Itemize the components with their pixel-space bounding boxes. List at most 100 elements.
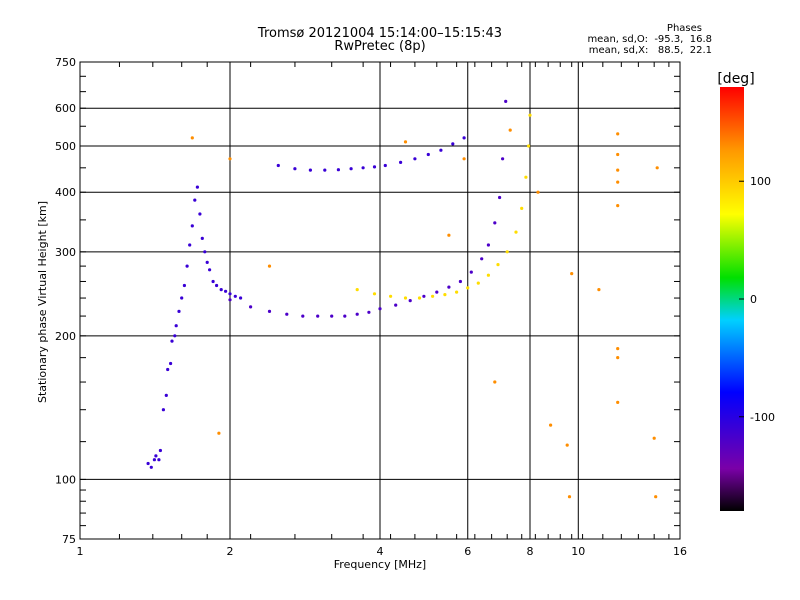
data-point (293, 167, 297, 171)
data-point (413, 157, 417, 161)
data-point (205, 260, 209, 264)
data-point (426, 152, 430, 157)
data-point (215, 283, 219, 288)
data-point (149, 465, 153, 469)
data-point (565, 443, 569, 447)
data-point (228, 157, 232, 161)
data-point (389, 294, 393, 298)
chart-subtitle: RwPretec (8p) (334, 39, 426, 54)
data-point (616, 356, 620, 360)
data-point (616, 132, 620, 136)
data-point (372, 165, 377, 169)
data-point (508, 128, 512, 132)
data-point (469, 270, 473, 274)
data-point (169, 361, 173, 366)
data-point (195, 185, 199, 189)
data-point (549, 423, 553, 427)
data-point (316, 314, 320, 318)
data-point (173, 334, 177, 338)
data-point (239, 296, 243, 300)
data-point (655, 166, 659, 170)
x-tick-label: 6 (464, 545, 471, 558)
data-point (435, 290, 439, 294)
data-point (146, 461, 150, 466)
chart-title: Tromsø 20121004 15:14:00–15:15:43 (257, 26, 503, 41)
data-point (170, 339, 174, 343)
colorbar-ticks: 100 0 -100 (739, 175, 775, 424)
data-point (439, 148, 443, 152)
data-point (367, 310, 371, 314)
data-point (208, 268, 212, 272)
colorbar-tick-label: 0 (750, 293, 757, 306)
data-point (193, 198, 197, 202)
y-tick-label: 600 (55, 102, 76, 115)
data-point (462, 157, 466, 161)
data-point (616, 347, 620, 351)
phase-stats-o: mean, sd,O: -95.3, 16.8 (587, 34, 712, 45)
data-point (616, 152, 620, 157)
data-point (372, 292, 377, 296)
data-point (228, 292, 232, 296)
data-point (505, 250, 509, 254)
data-point (493, 380, 497, 384)
data-point (355, 312, 359, 316)
data-point (447, 285, 451, 289)
data-point (466, 286, 470, 290)
data-point (403, 140, 408, 144)
data-point (480, 257, 484, 261)
data-point (228, 298, 232, 302)
x-tick-label: 2 (227, 545, 234, 558)
data-point (190, 136, 194, 140)
data-point (154, 454, 158, 458)
data-point (188, 243, 192, 247)
data-point (166, 367, 170, 372)
data-point (431, 294, 435, 298)
data-point (174, 324, 178, 328)
data-point (308, 168, 312, 172)
y-tick-labels: 75 100 200 300 400 500 600 750 (55, 56, 76, 546)
phases-heading: Phases (666, 23, 702, 34)
data-point (200, 236, 204, 240)
y-tick-label: 300 (55, 246, 76, 259)
data-point (180, 296, 184, 300)
data-point (276, 163, 280, 168)
data-point (616, 204, 620, 208)
data-point (249, 305, 253, 309)
data-point (462, 136, 466, 140)
grid-lines (80, 62, 680, 539)
data-point (403, 296, 408, 300)
data-point (654, 495, 658, 499)
data-point (161, 408, 165, 412)
data-point (378, 307, 382, 311)
data-point (323, 168, 327, 172)
data-point (536, 190, 540, 194)
data-point (417, 296, 422, 300)
data-point (528, 113, 532, 117)
y-tick-label: 100 (55, 473, 76, 486)
x-tick-label: 8 (527, 545, 534, 558)
data-point (267, 309, 272, 313)
data-point (198, 212, 202, 216)
data-point (498, 195, 502, 200)
data-point (524, 175, 528, 179)
colorbar-tick-label: -100 (750, 411, 775, 424)
x-tick-label: 16 (673, 545, 687, 558)
y-axis-label: Stationary phase Virtual Height [km] (36, 201, 49, 403)
y-tick-label: 200 (55, 330, 76, 343)
data-point (422, 294, 426, 298)
x-tick-labels: 1 2 4 6 8 10 16 (77, 545, 688, 558)
data-points (146, 99, 659, 499)
data-point (616, 168, 620, 172)
data-point (383, 163, 387, 168)
data-point (616, 400, 620, 404)
colorbar-tick-label: 100 (750, 175, 771, 188)
y-tick-label: 400 (55, 186, 76, 199)
data-point (447, 233, 451, 237)
data-point (233, 294, 237, 298)
data-point (597, 288, 601, 292)
data-point (330, 314, 334, 318)
data-point (185, 264, 189, 268)
data-point (343, 314, 347, 318)
y-tick-label: 75 (62, 533, 76, 546)
